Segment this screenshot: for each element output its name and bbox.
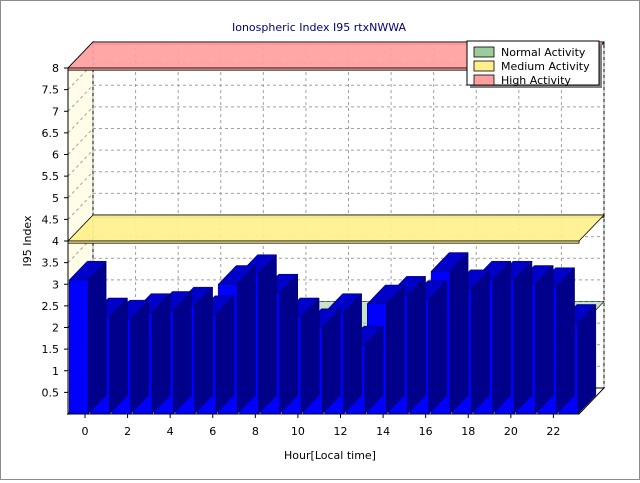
legend-swatch (473, 60, 495, 72)
y-tick-label: 4.5 (42, 213, 60, 226)
bar-side (513, 260, 533, 415)
x-axis-label: Hour[Local time] (284, 449, 376, 462)
x-tick-label: 8 (252, 425, 259, 438)
bar-front (68, 279, 89, 415)
y-axis-label: I95 Index (21, 215, 34, 267)
y-tick-label: 7.5 (42, 84, 60, 97)
x-tick-label: 20 (504, 425, 518, 438)
y-gridline-side (67, 193, 94, 220)
bar-side (535, 264, 554, 415)
bar-side (343, 293, 362, 415)
y-tick-label: 2 (52, 322, 59, 335)
y-tick-label: 1 (52, 365, 59, 378)
bar-side (428, 280, 448, 415)
medium-activity-band-top (67, 214, 605, 242)
bar-side (492, 260, 511, 415)
x-tick-label: 18 (461, 425, 475, 438)
x-tick-label: 10 (291, 425, 305, 438)
x-tick-label: 14 (376, 425, 390, 438)
bar-side (258, 254, 277, 415)
legend-swatch (473, 46, 495, 58)
y-tick-label: 6 (52, 149, 59, 162)
x-tick-label: 6 (209, 425, 216, 438)
bar-side (279, 273, 299, 415)
y-tick-label: 5.5 (42, 170, 60, 183)
x-tick-label: 4 (167, 425, 174, 438)
bar-side (151, 293, 171, 415)
bars (68, 251, 597, 415)
medium-activity-band-front (67, 240, 580, 244)
y-tick-label: 4 (52, 235, 59, 248)
legend-label: Normal Activity (501, 46, 586, 59)
bar-side (471, 269, 490, 415)
y-tick-label: 2.5 (42, 300, 60, 313)
y-tick-label: 6.5 (42, 127, 60, 140)
legend-label: High Activity (501, 74, 571, 87)
legend-swatch (473, 74, 495, 86)
bar-side (173, 290, 192, 415)
y-tick-label: 0.5 (42, 386, 60, 399)
y-tick-label: 8 (52, 62, 59, 75)
legend-label: Medium Activity (501, 60, 590, 73)
bar-side (87, 260, 107, 415)
bar-side (385, 284, 405, 415)
bar-side (577, 303, 597, 415)
x-tick-label: 22 (546, 425, 560, 438)
y-gridline-side (67, 128, 94, 155)
bar-0 (68, 260, 107, 415)
activity-bands-front (67, 214, 605, 244)
x-tick-label: 0 (82, 425, 89, 438)
bar-side (300, 297, 320, 415)
axes: 0.5 1 1.5 2 2.5 3 3.5 4 4.5 5 5.5 6 6.5 7 7.5 8 0 2 4 6 8 10 1… (42, 62, 579, 438)
bar-side (215, 295, 235, 415)
y-gridline-side (67, 106, 94, 134)
y-gridline-side (67, 171, 94, 199)
y-gridline-side (67, 84, 94, 112)
bar-side (109, 297, 128, 415)
y-tick-label: 1.5 (42, 343, 60, 356)
chart-title: Ionospheric Index I95 rtxNWWA (232, 21, 406, 34)
y-tick-label: 3.5 (42, 257, 60, 270)
bar-side (194, 286, 213, 415)
y-gridline-side (67, 149, 94, 177)
x-tick-label: 16 (419, 425, 433, 438)
bar-side (407, 275, 426, 415)
bar-side (130, 299, 149, 415)
bar-side (449, 251, 469, 415)
y-tick-label: 7 (52, 105, 59, 118)
bar-side (556, 267, 575, 415)
x-tick-label: 12 (334, 425, 348, 438)
y-tick-label: 5 (52, 192, 59, 205)
y-tick-label: 3 (52, 278, 59, 291)
x-tick-label: 2 (124, 425, 131, 438)
bar-side (236, 264, 256, 415)
